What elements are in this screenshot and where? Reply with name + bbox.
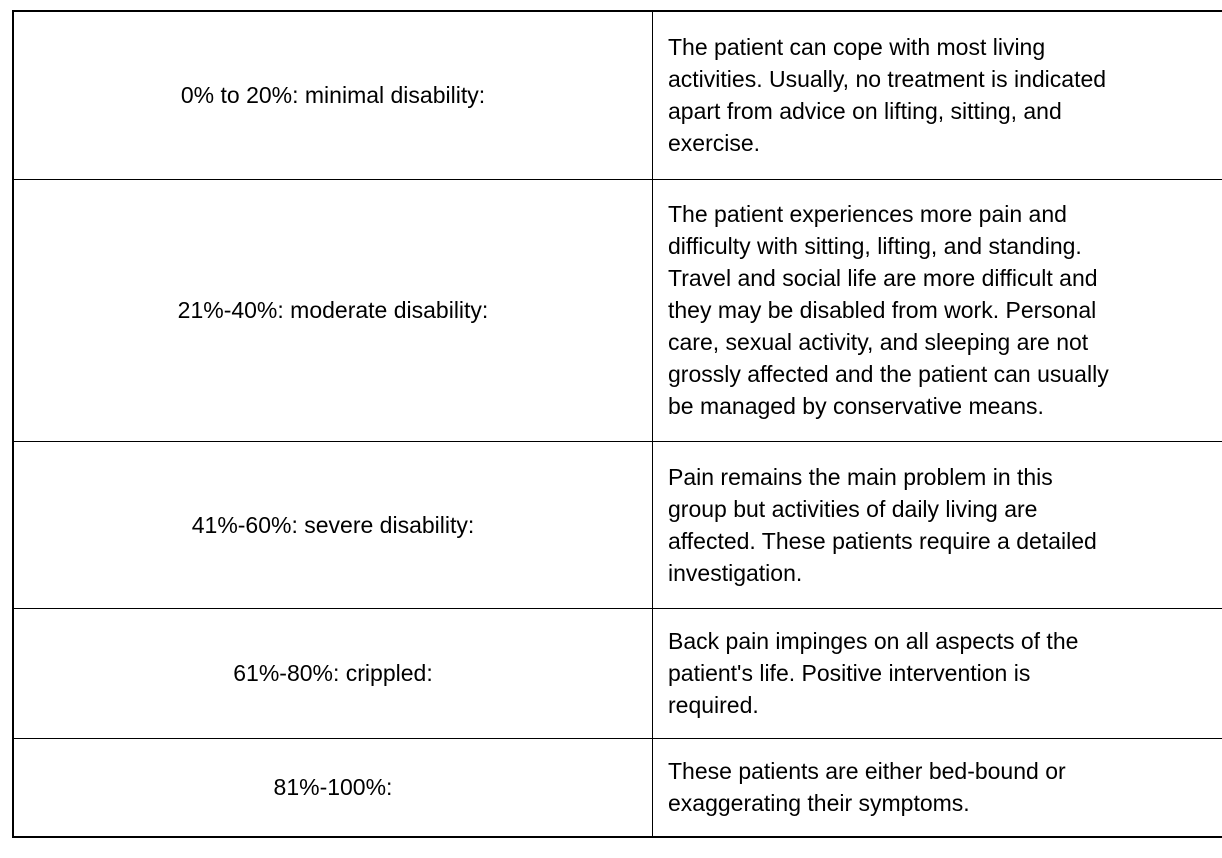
range-cell: 81%-100%: — [13, 738, 653, 837]
description-cell: The patient can cope with most living ac… — [653, 11, 1222, 179]
table-row: 41%-60%: severe disability: Pain remains… — [13, 441, 1222, 608]
range-cell: 41%-60%: severe disability: — [13, 441, 653, 608]
range-cell: 0% to 20%: minimal disability: — [13, 11, 653, 179]
table-row: 21%-40%: moderate disability: The patien… — [13, 179, 1222, 441]
disability-index-table-body: 0% to 20%: minimal disability: The patie… — [13, 11, 1222, 837]
table-row: 0% to 20%: minimal disability: The patie… — [13, 11, 1222, 179]
disability-index-table: 0% to 20%: minimal disability: The patie… — [12, 10, 1222, 838]
description-cell: Pain remains the main problem in this gr… — [653, 441, 1222, 608]
table-row: 81%-100%: These patients are either bed-… — [13, 738, 1222, 837]
range-cell: 21%-40%: moderate disability: — [13, 179, 653, 441]
range-cell: 61%-80%: crippled: — [13, 608, 653, 738]
table-row: 61%-80%: crippled: Back pain impinges on… — [13, 608, 1222, 738]
description-cell: The patient experiences more pain and di… — [653, 179, 1222, 441]
description-cell: These patients are either bed-bound or e… — [653, 738, 1222, 837]
description-cell: Back pain impinges on all aspects of the… — [653, 608, 1222, 738]
